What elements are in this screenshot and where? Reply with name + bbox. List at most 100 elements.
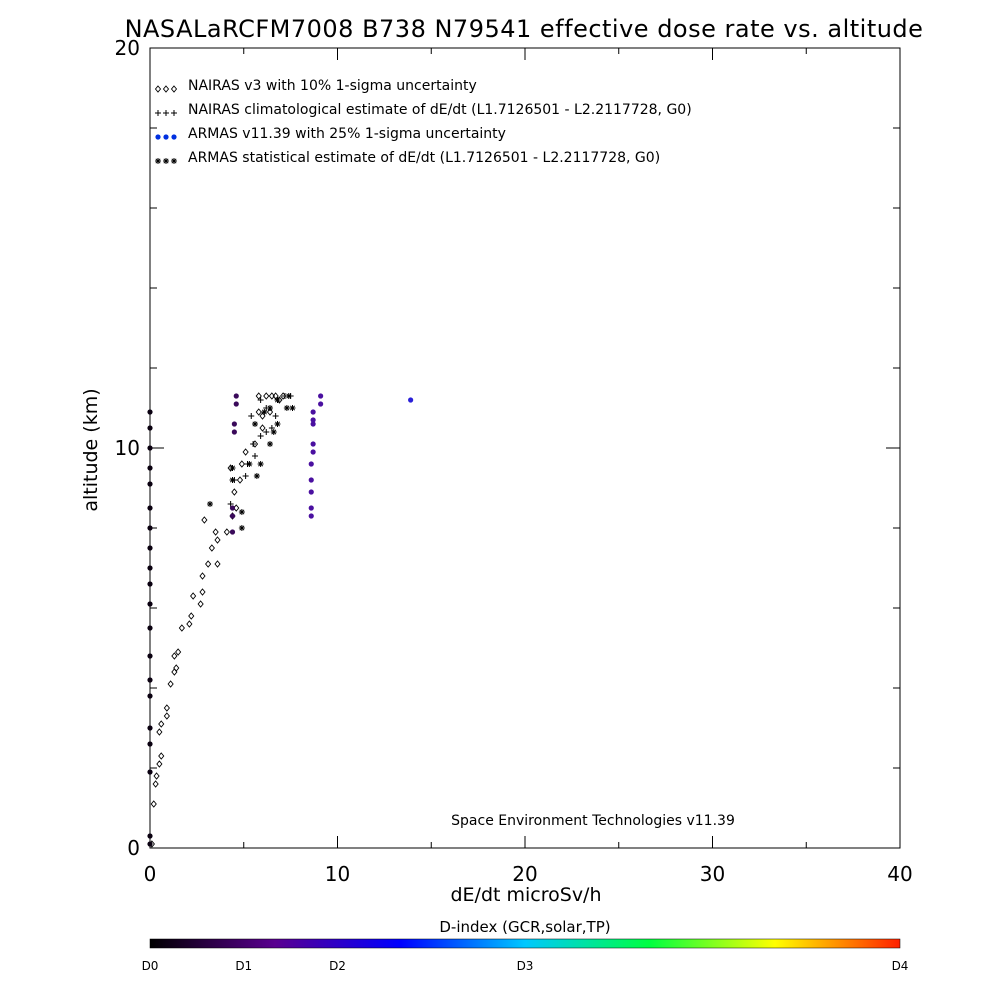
nairas-point bbox=[238, 460, 245, 468]
y-tick-label: 10 bbox=[115, 436, 140, 460]
armas-point bbox=[147, 769, 153, 775]
armas-point bbox=[229, 529, 236, 535]
armas-point bbox=[318, 401, 324, 407]
armas-point bbox=[147, 525, 153, 531]
legend-marker bbox=[155, 110, 161, 116]
armas-point bbox=[310, 449, 316, 455]
nairas-climatological-point bbox=[227, 501, 234, 507]
nairas-point bbox=[199, 588, 206, 596]
legend-symbol-nairas bbox=[154, 85, 178, 93]
nairas-point bbox=[259, 424, 266, 432]
colorbar-label: D4 bbox=[892, 959, 909, 973]
legend-label-armas-statistical: ARMAS statistical estimate of dE/dt (L1.… bbox=[188, 150, 660, 166]
nairas-point bbox=[272, 392, 279, 400]
nairas-point bbox=[266, 408, 274, 416]
legend-symbol-nairas-climatological bbox=[155, 110, 177, 116]
armas-statistical-point bbox=[267, 441, 273, 447]
armas-statistical-point bbox=[229, 477, 236, 483]
colorbar-label: D1 bbox=[235, 959, 252, 973]
nairas-climatological-point bbox=[272, 413, 279, 419]
nairas-point bbox=[197, 600, 204, 608]
nairas-climatological-point bbox=[252, 453, 258, 459]
armas-point bbox=[310, 441, 316, 447]
armas-point bbox=[310, 409, 316, 415]
armas-statistical-point bbox=[267, 405, 273, 411]
armas-point bbox=[147, 601, 153, 607]
y-tick-label: 20 bbox=[115, 36, 140, 60]
credit-text: Space Environment Technologies v11.39 bbox=[451, 813, 735, 829]
colorbar-label: D0 bbox=[142, 959, 159, 973]
armas-point bbox=[308, 461, 314, 467]
nairas-climatological-point bbox=[263, 429, 270, 435]
nairas-point bbox=[158, 752, 165, 760]
nairas-point bbox=[263, 392, 270, 400]
nairas-point bbox=[163, 712, 170, 720]
armas-point bbox=[147, 545, 153, 551]
nairas-point bbox=[214, 536, 221, 544]
nairas-point bbox=[175, 648, 182, 656]
nairas-point bbox=[205, 560, 212, 568]
armas-statistical-point bbox=[283, 405, 290, 411]
x-axis-ticks: 0 10 20 30 40 bbox=[144, 48, 913, 886]
armas-statistical-point bbox=[246, 461, 253, 467]
nairas-point bbox=[201, 516, 208, 524]
armas-point bbox=[147, 625, 153, 631]
nairas-point bbox=[255, 408, 262, 416]
nairas-point bbox=[223, 528, 230, 536]
y-tick-label: 0 bbox=[127, 836, 140, 860]
chart-title: NASALaRCFM7008 B738 N79541 effective dos… bbox=[125, 15, 924, 43]
legend-marker bbox=[163, 110, 169, 116]
y-axis-ticks: 0 10 20 bbox=[115, 36, 900, 860]
armas-point bbox=[310, 417, 316, 423]
nairas-point bbox=[171, 668, 178, 676]
nairas-point bbox=[231, 488, 238, 496]
nairas-point bbox=[158, 720, 165, 728]
nairas-point bbox=[150, 800, 157, 808]
armas-point bbox=[308, 489, 314, 495]
x-tick-label: 0 bbox=[144, 862, 157, 886]
nairas-point bbox=[242, 448, 249, 456]
armas-statistical-point bbox=[238, 509, 245, 515]
armas-statistical-point bbox=[207, 501, 213, 507]
nairas-climatological-point bbox=[242, 473, 249, 479]
nairas-point bbox=[167, 680, 174, 688]
legend-marker bbox=[170, 85, 178, 93]
x-tick-label: 40 bbox=[887, 862, 912, 886]
armas-point bbox=[147, 693, 153, 699]
legend-symbol-armas bbox=[155, 134, 177, 140]
armas-point bbox=[147, 677, 153, 683]
nairas-point bbox=[186, 620, 193, 628]
nairas-point bbox=[190, 592, 197, 600]
legend: NAIRAS v3 with 10% 1-sigma uncertainty N… bbox=[154, 78, 692, 166]
armas-statistical-point bbox=[274, 421, 281, 427]
armas-statistical-point bbox=[229, 465, 236, 471]
legend-marker bbox=[155, 134, 161, 140]
nairas-point bbox=[163, 704, 170, 712]
nairas-point bbox=[188, 612, 195, 620]
armas-statistical-point bbox=[274, 397, 281, 403]
nairas-point bbox=[152, 780, 159, 788]
colorbar-label: D3 bbox=[517, 959, 534, 973]
nairas-point bbox=[171, 652, 178, 660]
armas-point bbox=[147, 833, 153, 839]
plot-frame bbox=[149, 47, 901, 849]
armas-point bbox=[308, 513, 314, 519]
armas-point bbox=[310, 421, 316, 427]
armas-point bbox=[147, 445, 153, 451]
armas-point bbox=[147, 465, 153, 471]
nairas-climatological-point bbox=[257, 433, 264, 439]
nairas-point bbox=[153, 772, 160, 780]
armas-point bbox=[308, 477, 314, 483]
colorbar-labels: D0 D1 D2 D3 D4 bbox=[142, 959, 909, 973]
armas-statistical-point bbox=[285, 393, 292, 399]
legend-label-nairas-climatological: NAIRAS climatological estimate of dE/dt … bbox=[188, 102, 692, 118]
armas-point bbox=[147, 841, 153, 847]
armas-point bbox=[147, 505, 153, 511]
armas-point bbox=[233, 393, 239, 399]
nairas-climatological-point bbox=[248, 413, 255, 419]
nairas-point bbox=[156, 760, 163, 768]
legend-marker bbox=[163, 134, 169, 140]
nairas-point bbox=[236, 476, 244, 484]
colorbar-label: D2 bbox=[329, 959, 346, 973]
